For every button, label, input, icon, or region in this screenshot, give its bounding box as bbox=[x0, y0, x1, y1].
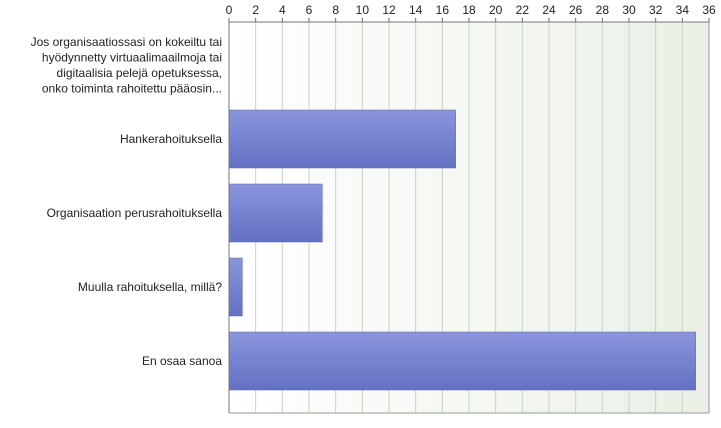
x-tick-label: 36 bbox=[702, 3, 716, 17]
x-tick-label: 8 bbox=[332, 3, 339, 17]
bar bbox=[228, 109, 456, 169]
x-tick-label: 28 bbox=[596, 3, 610, 17]
bar bbox=[228, 183, 323, 243]
category-label: En osaa sanoa bbox=[142, 354, 222, 368]
x-tick-label: 14 bbox=[409, 3, 423, 17]
category-label: digitaalisia pelejä opetuksessa, bbox=[57, 66, 222, 80]
x-tick-label: 12 bbox=[382, 3, 396, 17]
category-label: Jos organisaatiossasi on kokeiltu tai bbox=[31, 35, 222, 49]
category-label: Hankerahoituksella bbox=[120, 132, 222, 146]
x-tick-label: 30 bbox=[622, 3, 636, 17]
x-tick-label: 16 bbox=[436, 3, 450, 17]
x-tick-label: 18 bbox=[462, 3, 476, 17]
category-label: Organisaation perusrahoituksella bbox=[47, 206, 223, 220]
x-tick-label: 2 bbox=[252, 3, 259, 17]
x-tick-label: 4 bbox=[279, 3, 286, 17]
bar bbox=[228, 331, 696, 391]
x-tick-label: 10 bbox=[356, 3, 370, 17]
x-tick-label: 34 bbox=[676, 3, 690, 17]
category-label: onko toiminta rahoitettu pääosin... bbox=[42, 81, 222, 95]
x-tick-label: 0 bbox=[226, 3, 233, 17]
bar bbox=[228, 257, 243, 317]
x-tick-label: 24 bbox=[542, 3, 556, 17]
x-tick-label: 6 bbox=[306, 3, 313, 17]
x-tick-label: 20 bbox=[489, 3, 503, 17]
category-label: Muulla rahoituksella, millä? bbox=[78, 280, 222, 294]
x-tick-label: 26 bbox=[569, 3, 583, 17]
x-tick-label: 22 bbox=[516, 3, 530, 17]
category-label: hyödynnetty virtuaalimaailmoja tai bbox=[42, 50, 222, 64]
x-tick-label: 32 bbox=[649, 3, 663, 17]
